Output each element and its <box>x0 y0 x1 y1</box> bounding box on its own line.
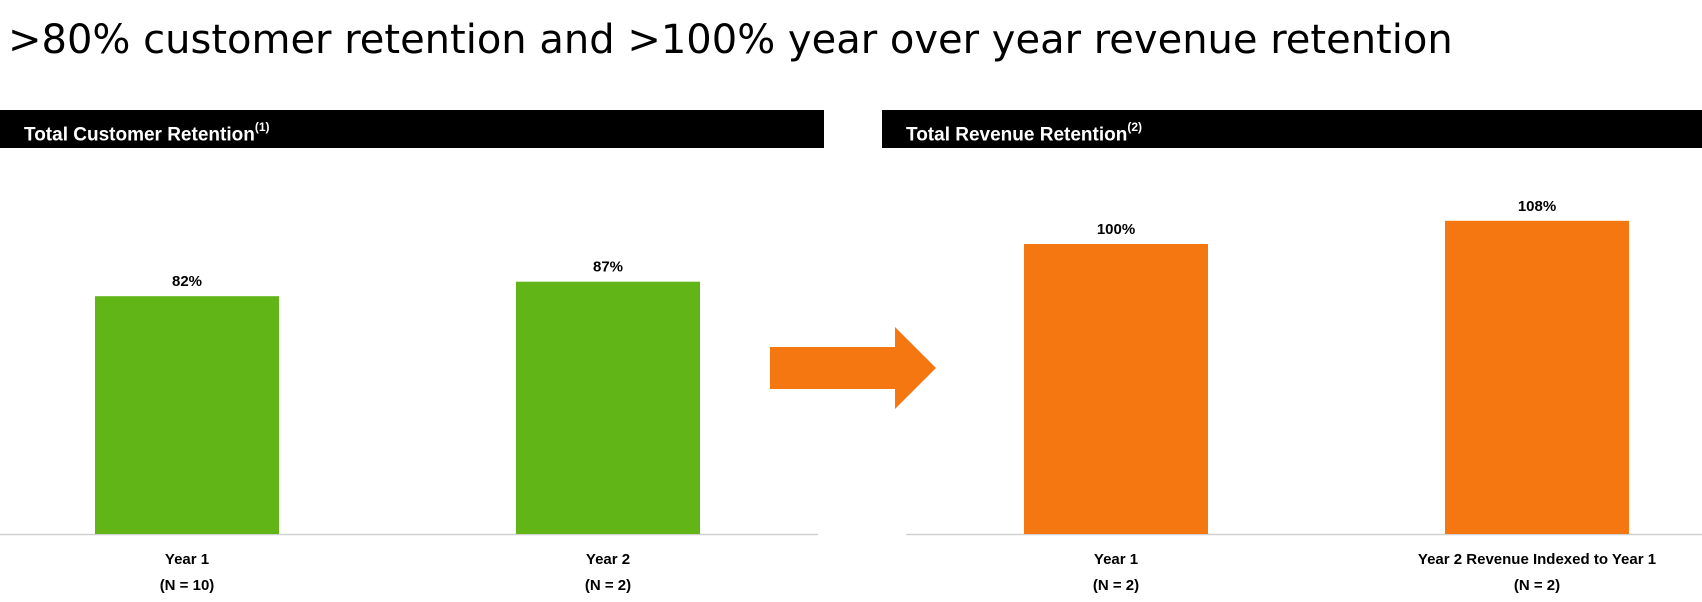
revenue-retention-bar-1 <box>1024 244 1208 534</box>
revenue-retention-category-sublabel-1: (N = 2) <box>1093 577 1139 594</box>
revenue-retention-value-label-2: 108% <box>1518 198 1556 215</box>
right-arrow-icon <box>770 327 936 409</box>
revenue-retention-chart: 100% Year 1 (N = 2) 108% Year 2 Revenue Inde… <box>882 110 1702 602</box>
customer-retention-category-label-1: Year 1 <box>165 551 209 568</box>
customer-retention-bar-2 <box>516 281 700 534</box>
customer-retention-bar-1 <box>95 296 279 534</box>
customer-retention-title: Total Customer Retention <box>24 124 255 146</box>
customer-retention-value-label-1: 82% <box>172 273 202 290</box>
revenue-retention-bar-2 <box>1445 220 1629 535</box>
customer-retention-category-label-2: Year 2 <box>586 551 630 568</box>
revenue-retention-footnote: (2) <box>1127 120 1143 134</box>
customer-retention-category-sublabel-2: (N = 2) <box>585 577 631 594</box>
revenue-retention-category-label-2: Year 2 Revenue Indexed to Year 1 <box>1418 551 1656 568</box>
page-title: >80% customer retention and >100% year o… <box>8 17 1453 63</box>
customer-retention-category-sublabel-1: (N = 10) <box>160 577 215 594</box>
revenue-retention-title: Total Revenue Retention <box>906 124 1128 146</box>
revenue-retention-plot: 100% Year 1 (N = 2) 108% Year 2 Revenue Inde… <box>906 198 1702 594</box>
revenue-retention-category-label-1: Year 1 <box>1094 551 1138 568</box>
revenue-retention-header: Total Revenue Retention(2) <box>882 110 1702 148</box>
customer-retention-chart: 82% Year 1 (N = 10) 87% Year 2 (N = 2) Total … <box>0 110 824 602</box>
customer-retention-plot: 82% Year 1 (N = 10) 87% Year 2 (N = 2) <box>0 259 818 594</box>
revenue-retention-category-sublabel-2: (N = 2) <box>1514 577 1560 594</box>
revenue-retention-value-label-1: 100% <box>1097 221 1135 238</box>
customer-retention-header: Total Customer Retention(1) <box>0 110 824 148</box>
customer-retention-value-label-2: 87% <box>593 259 623 276</box>
customer-retention-footnote: (1) <box>254 120 270 134</box>
